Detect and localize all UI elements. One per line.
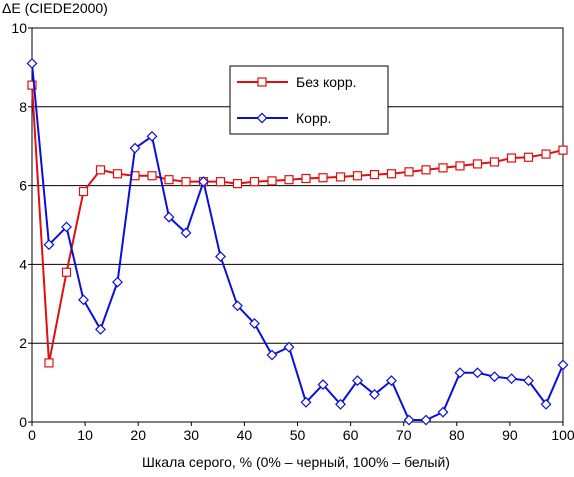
y-tick-label: 8 — [19, 99, 27, 115]
data-point — [301, 173, 311, 184]
y-tick-label: 6 — [19, 178, 27, 194]
data-point — [317, 379, 329, 391]
data-point — [232, 300, 243, 312]
data-point — [386, 375, 397, 387]
data-point — [181, 177, 191, 187]
data-point — [61, 221, 72, 233]
data-point — [335, 398, 346, 410]
data-point — [489, 157, 500, 167]
data-point — [215, 251, 226, 262]
data-point — [284, 175, 294, 185]
x-tick-label: 100 — [551, 427, 574, 443]
series-2 — [26, 58, 569, 426]
data-point — [335, 172, 346, 182]
data-point — [44, 358, 54, 368]
series-1 — [27, 80, 568, 368]
data-point — [147, 171, 157, 181]
data-point — [523, 152, 534, 162]
data-point — [403, 414, 415, 426]
data-point — [472, 367, 483, 379]
data-point — [540, 398, 552, 410]
y-tick-label: 0 — [19, 414, 27, 430]
legend-marker — [257, 77, 267, 87]
legend-box — [229, 65, 389, 135]
data-point — [506, 373, 517, 385]
data-point — [472, 159, 483, 169]
data-point — [112, 276, 123, 288]
data-point — [78, 294, 89, 306]
data-point — [523, 375, 534, 387]
data-point — [558, 145, 568, 155]
data-point — [249, 318, 260, 329]
data-point — [369, 388, 380, 400]
data-point — [249, 177, 260, 187]
data-point — [283, 341, 295, 353]
x-tick-label: 40 — [237, 427, 253, 443]
x-tick-label: 50 — [290, 427, 306, 443]
legend-label: Корр. — [296, 110, 331, 126]
y-axis-label: ΔE (CIEDE2000) — [2, 0, 108, 16]
data-point — [420, 414, 432, 426]
x-axis-label: Шкала серого, % (0% – черный, 100% – бел… — [142, 454, 450, 470]
data-point — [318, 173, 328, 183]
data-point — [300, 396, 312, 408]
series-layer — [26, 58, 569, 426]
data-point — [26, 58, 38, 69]
data-point — [146, 130, 158, 142]
data-point — [164, 175, 174, 185]
x-tick-label: 90 — [502, 427, 518, 443]
data-point — [180, 227, 192, 239]
x-tick-label: 10 — [77, 427, 93, 443]
data-point — [61, 267, 72, 277]
data-point — [369, 169, 380, 180]
legend-marker — [256, 112, 268, 124]
y-tick-label: 2 — [19, 335, 27, 351]
data-point — [421, 165, 431, 175]
data-point — [455, 161, 465, 171]
data-point — [489, 371, 500, 383]
legend: Без корр. Корр. — [229, 65, 389, 135]
data-point — [95, 165, 106, 175]
x-tick-label: 60 — [343, 427, 359, 443]
data-point — [215, 177, 226, 187]
data-point — [404, 167, 414, 177]
data-point — [541, 149, 551, 159]
data-point — [266, 349, 278, 361]
data-point — [112, 169, 123, 179]
data-point — [352, 171, 363, 181]
data-point — [557, 359, 569, 371]
data-point — [163, 211, 175, 223]
x-tick-label: 80 — [449, 427, 465, 443]
data-point — [506, 153, 517, 163]
data-point — [43, 239, 55, 251]
legend-label: Без корр. — [296, 74, 357, 90]
x-tick-label: 70 — [396, 427, 412, 443]
data-point — [454, 367, 466, 379]
data-point — [129, 142, 141, 154]
x-tick-label: 0 — [28, 427, 36, 443]
data-point — [198, 176, 209, 188]
data-point — [437, 406, 449, 418]
data-point — [95, 323, 106, 335]
data-point — [386, 169, 397, 179]
y-tick-label: 10 — [11, 20, 27, 36]
data-point — [78, 186, 89, 197]
data-point — [232, 179, 243, 189]
data-point — [352, 375, 363, 387]
x-tick-label: 20 — [130, 427, 146, 443]
x-tick-label: 30 — [184, 427, 200, 443]
data-point — [438, 163, 448, 173]
y-tick-label: 4 — [19, 256, 27, 272]
data-point — [267, 176, 277, 186]
data-point — [27, 80, 37, 90]
